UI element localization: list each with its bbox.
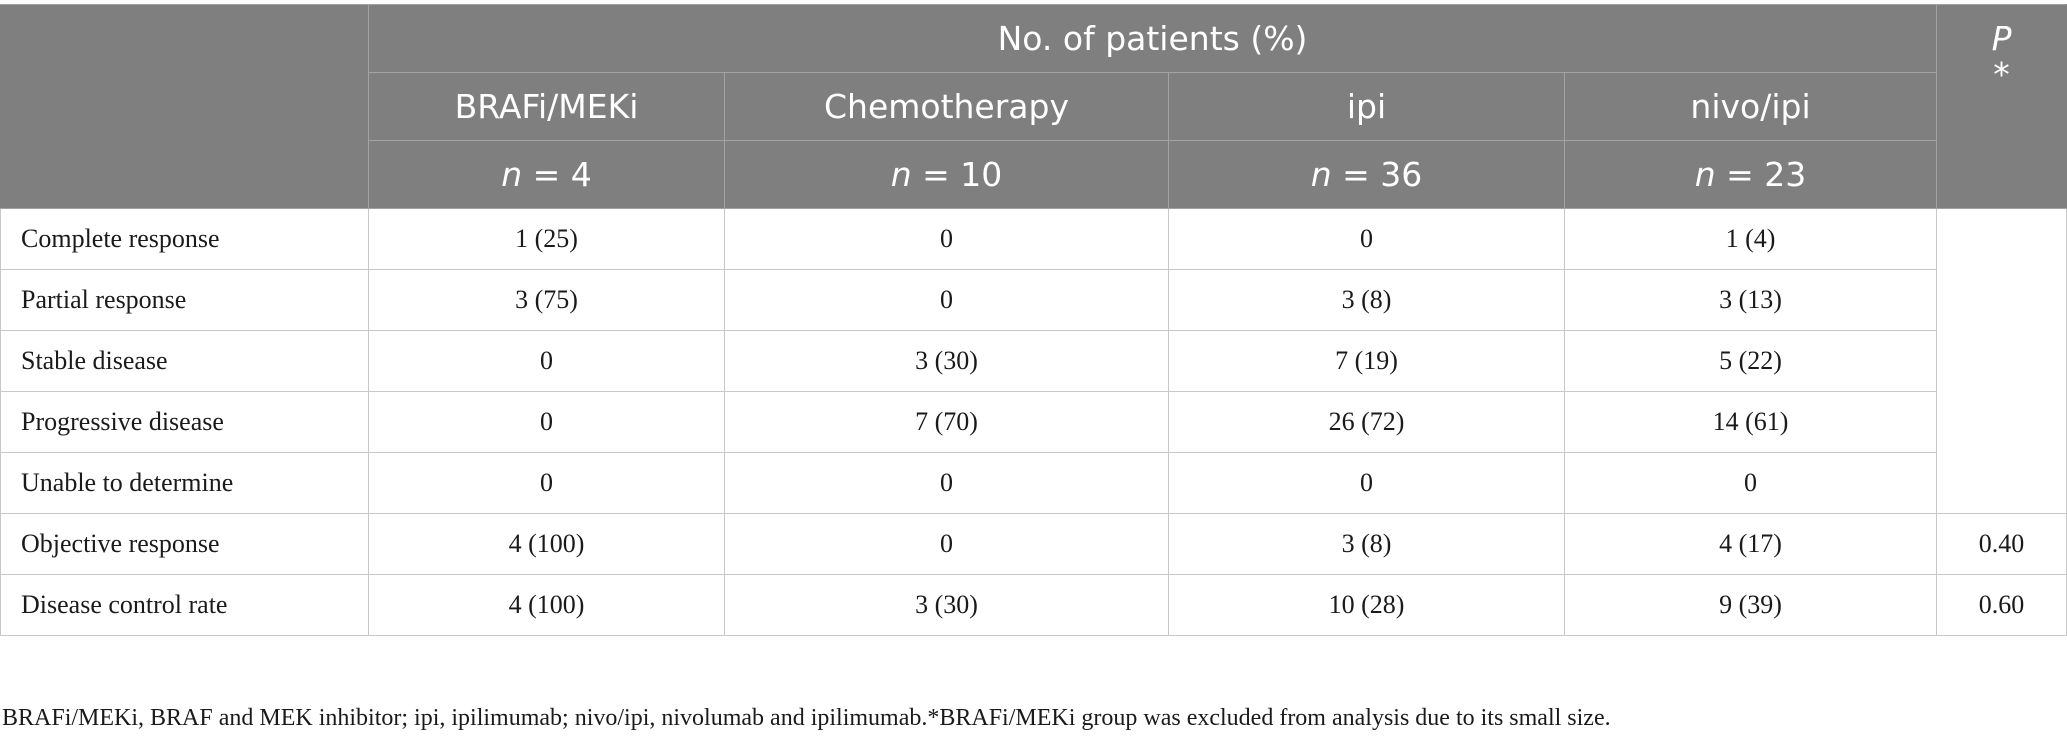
header-group-name: Chemotherapy [724,72,1169,141]
row-label: Complete response [0,208,369,270]
table-row: Complete response 1 (25) 0 0 1 (4) [0,208,2067,514]
cell-value: 0 [368,391,725,453]
header-p-marker: * [1993,55,2010,94]
header-n-value: = 4 [532,155,592,194]
header-n-symbol: n [1310,155,1332,194]
table-row: Objective response 4 (100) 0 3 (8) 4 (17… [0,513,2067,575]
header-group-name: BRAFi/MEKi [368,72,725,141]
cell-value: 0 [724,452,1169,514]
cell-value: 3 (30) [724,574,1169,636]
cell-value: 4 (17) [1563,513,1938,575]
cell-value: 0 [1168,208,1565,270]
cell-value: 4 (100) [368,574,725,636]
row-label: Disease control rate [0,574,369,636]
header-n-value: = 23 [1726,155,1807,194]
cell-value: 7 (70) [724,391,1169,453]
header-group-n: n = 10 [724,140,1169,209]
cell-value: 10 (28) [1168,574,1565,636]
cell-value: 0 [1563,452,1938,514]
header-n-value: = 36 [1342,155,1423,194]
cell-value: 3 (8) [1168,269,1565,331]
p-value: 0.60 [1936,574,2067,636]
row-label: Objective response [0,513,369,575]
table-row: Progressive disease 0 7 (70) 26 (72) 14 … [0,391,2067,453]
table-row: Partial response 3 (75) 0 3 (8) 3 (13) [0,269,2067,331]
cell-value: 0 [368,452,725,514]
cell-value: 9 (39) [1563,574,1938,636]
header-n-symbol: n [1694,155,1716,194]
header-group-name: ipi [1168,72,1565,141]
results-table: No. of patients (%) P * BRAFi/MEKi Chemot… [0,4,2067,636]
cell-value: 4 (100) [368,513,725,575]
row-label: Partial response [0,269,369,331]
header-group-n: n = 23 [1563,140,1938,209]
table-row: Stable disease 0 3 (30) 7 (19) 5 (22) [0,330,2067,392]
table-row: Disease control rate 4 (100) 3 (30) 10 (… [0,574,2067,636]
header-corner-cell [0,4,369,209]
cell-value: 3 (30) [724,330,1169,392]
cell-value: 0 [724,208,1169,270]
header-n-symbol: n [501,155,523,194]
header-n-symbol: n [890,155,912,194]
row-label: Progressive disease [0,391,369,453]
cell-value: 3 (8) [1168,513,1565,575]
row-label: Stable disease [0,330,369,392]
cell-value: 1 (25) [368,208,725,270]
cell-value: 26 (72) [1168,391,1565,453]
cell-value: 0 [724,269,1169,331]
table-footnote: BRAFi/MEKi, BRAF and MEK inhibitor; ipi,… [2,705,1611,731]
header-spanning-label: No. of patients (%) [367,4,1938,73]
cell-value: 14 (61) [1563,391,1938,453]
p-value-merged-cell [1936,208,2067,514]
cell-value: 1 (4) [1563,208,1938,270]
row-label: Unable to determine [0,452,369,514]
cell-value: 0 [368,330,725,392]
header-group-n: n = 36 [1168,140,1565,209]
header-group-n: n = 4 [368,140,725,209]
header-n-value: = 10 [922,155,1003,194]
cell-value: 7 (19) [1168,330,1565,392]
cell-value: 0 [724,513,1169,575]
p-value: 0.40 [1936,513,2067,575]
table-row: Unable to determine 0 0 0 0 [0,452,2067,514]
header-group-name: nivo/ipi [1563,72,1938,141]
cell-value: 3 (13) [1563,269,1938,331]
header-p-column: P * [1936,4,2067,209]
header-p-label: P [1991,19,2012,58]
cell-value: 3 (75) [368,269,725,331]
cell-value: 5 (22) [1563,330,1938,392]
cell-value: 0 [1168,452,1565,514]
